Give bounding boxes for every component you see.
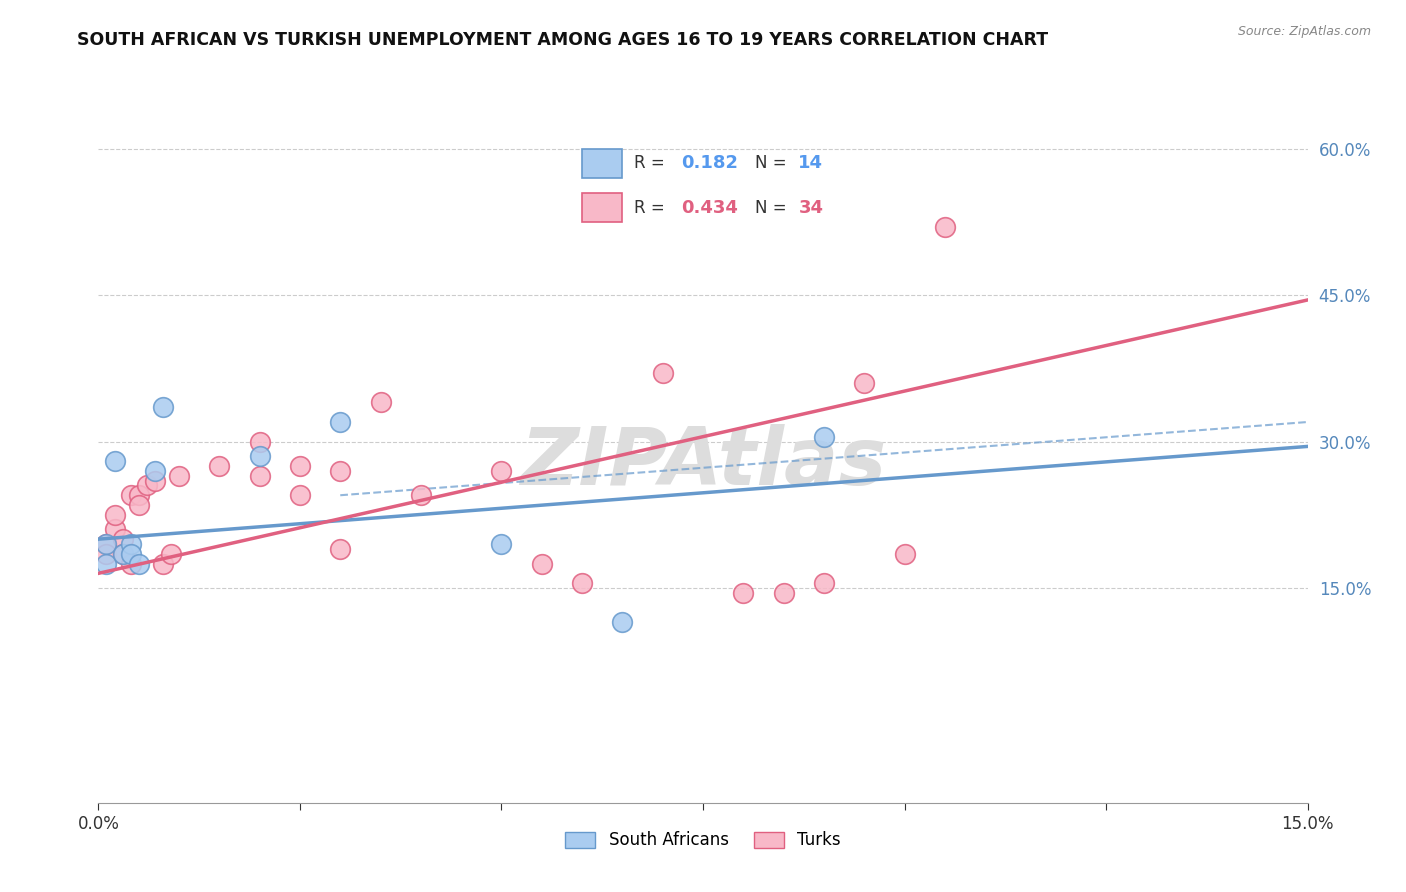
Point xyxy=(409,488,432,502)
Point xyxy=(96,537,118,551)
Point xyxy=(853,376,876,390)
Bar xyxy=(582,149,621,178)
Point xyxy=(143,474,166,488)
Text: ZIPAtlas: ZIPAtlas xyxy=(520,425,886,502)
Text: 14: 14 xyxy=(799,154,824,172)
Point xyxy=(120,488,142,502)
Point xyxy=(288,488,311,502)
Legend: South Africans, Turks: South Africans, Turks xyxy=(558,824,848,856)
Point xyxy=(813,430,835,444)
Point xyxy=(571,576,593,591)
Point xyxy=(249,468,271,483)
Point xyxy=(128,557,150,571)
Point xyxy=(111,547,134,561)
Point xyxy=(491,464,513,478)
Point xyxy=(96,547,118,561)
Text: R =: R = xyxy=(634,199,671,217)
Point xyxy=(111,532,134,546)
Point xyxy=(208,458,231,473)
Point xyxy=(152,557,174,571)
Point xyxy=(651,366,673,380)
Bar xyxy=(582,194,621,222)
Point xyxy=(491,537,513,551)
Text: 34: 34 xyxy=(799,199,824,217)
Point xyxy=(329,464,352,478)
Point xyxy=(120,547,142,561)
Point xyxy=(249,449,271,463)
Point xyxy=(733,586,755,600)
Point xyxy=(934,219,956,234)
Point xyxy=(135,478,157,492)
Point xyxy=(288,458,311,473)
Point xyxy=(329,415,352,429)
Point xyxy=(103,454,125,468)
Point xyxy=(772,586,794,600)
Point xyxy=(120,537,142,551)
Point xyxy=(143,464,166,478)
Point xyxy=(530,557,553,571)
Point xyxy=(111,547,134,561)
Text: SOUTH AFRICAN VS TURKISH UNEMPLOYMENT AMONG AGES 16 TO 19 YEARS CORRELATION CHAR: SOUTH AFRICAN VS TURKISH UNEMPLOYMENT AM… xyxy=(77,31,1049,49)
Point xyxy=(813,576,835,591)
Point xyxy=(103,523,125,537)
Text: Source: ZipAtlas.com: Source: ZipAtlas.com xyxy=(1237,25,1371,38)
Point xyxy=(160,547,183,561)
Point xyxy=(612,615,634,630)
Point xyxy=(370,395,392,409)
Point xyxy=(96,557,118,571)
Text: 0.434: 0.434 xyxy=(681,199,738,217)
Point xyxy=(152,401,174,415)
Point xyxy=(128,498,150,512)
Point xyxy=(128,488,150,502)
Point xyxy=(893,547,915,561)
Point xyxy=(167,468,190,483)
Point xyxy=(329,541,352,556)
Text: N =: N = xyxy=(755,199,792,217)
Text: N =: N = xyxy=(755,154,792,172)
Point xyxy=(96,537,118,551)
Point xyxy=(103,508,125,522)
Text: R =: R = xyxy=(634,154,671,172)
Point xyxy=(249,434,271,449)
Text: 0.182: 0.182 xyxy=(681,154,738,172)
Point xyxy=(120,557,142,571)
